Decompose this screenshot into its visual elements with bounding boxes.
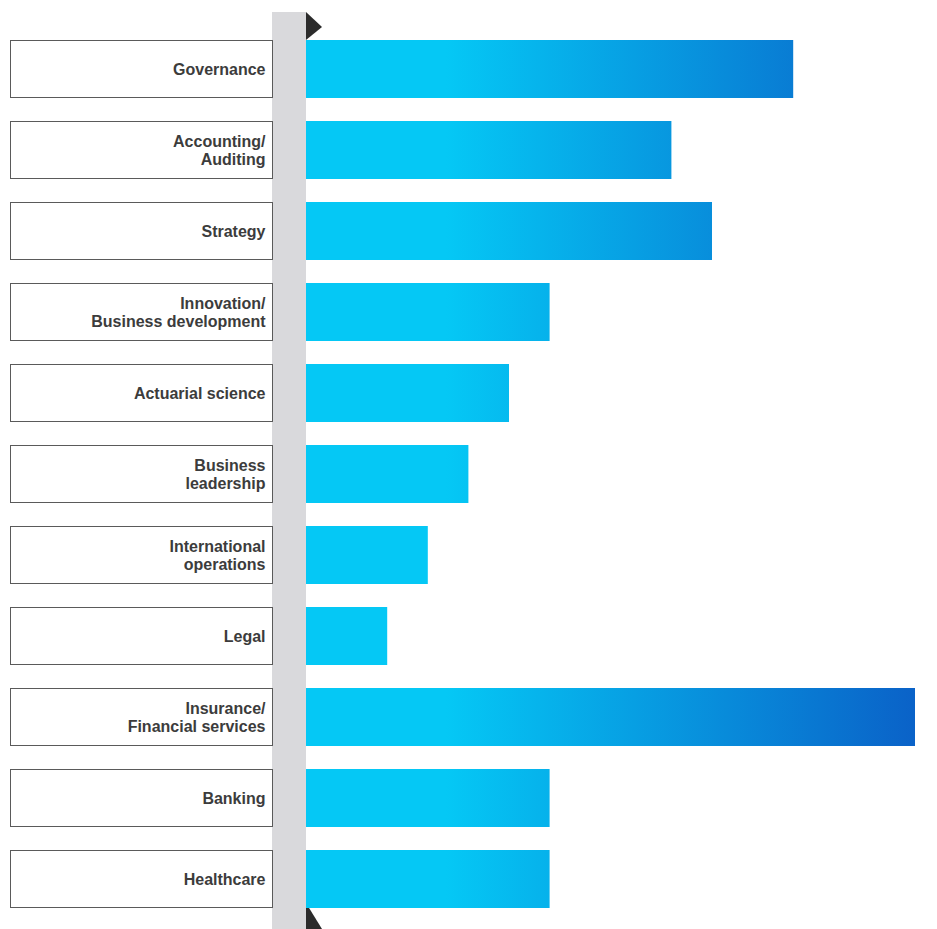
svg-text:Innovation/Business developmen: Innovation/Business development bbox=[91, 295, 266, 330]
svg-text:Legal: Legal bbox=[224, 628, 266, 645]
svg-text:Governance: Governance bbox=[173, 61, 266, 78]
svg-text:Internationaloperations: Internationaloperations bbox=[169, 538, 265, 573]
svg-text:Actuarial science: Actuarial science bbox=[134, 385, 266, 402]
svg-text:Insurance/Financial services: Insurance/Financial services bbox=[128, 700, 266, 735]
svg-text:Businessleadership: Businessleadership bbox=[185, 457, 265, 492]
svg-text:Healthcare: Healthcare bbox=[184, 871, 266, 888]
svg-text:Banking: Banking bbox=[202, 790, 265, 807]
svg-text:Accounting/Auditing: Accounting/Auditing bbox=[173, 133, 266, 168]
svg-text:Strategy: Strategy bbox=[201, 223, 265, 240]
